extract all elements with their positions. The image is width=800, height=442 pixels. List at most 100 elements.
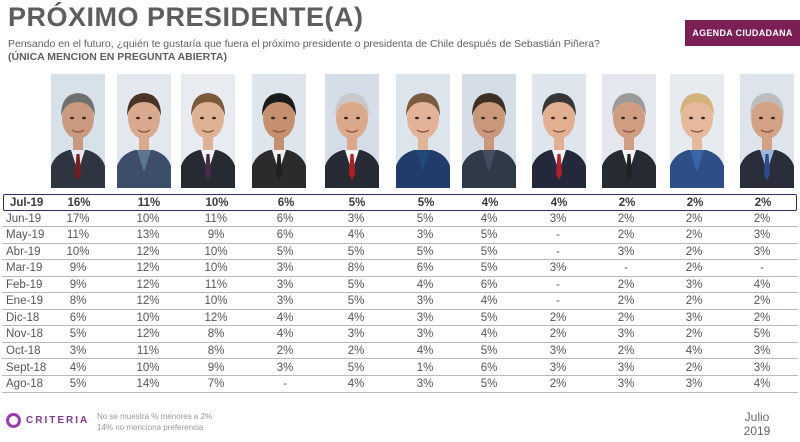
table-row: Nov-18 5% 12% 8% 4% 3% 3% 4% 2% 3% 2% 5% bbox=[0, 326, 800, 343]
table-cell: 5% bbox=[347, 278, 365, 291]
candidate-photo bbox=[51, 74, 105, 188]
table-cell: 3% bbox=[549, 212, 567, 225]
row-label: Oct-18 bbox=[6, 344, 41, 357]
table-cell: 3% bbox=[416, 328, 434, 341]
footnote-minimum: No se muestra % menores a 2% bbox=[97, 412, 213, 421]
table-cell: 2% bbox=[618, 197, 636, 209]
table-cell: 6% bbox=[416, 262, 434, 275]
table-cell: 5% bbox=[480, 311, 498, 324]
row-divider bbox=[2, 325, 798, 327]
table-cell: 3% bbox=[416, 229, 434, 242]
row-label: Ago-18 bbox=[6, 378, 44, 391]
table-cell: 3% bbox=[753, 229, 771, 242]
table-cell: 7% bbox=[207, 378, 225, 391]
table-cell: 4% bbox=[347, 229, 365, 242]
table-row: Ene-19 8% 12% 10% 3% 5% 3% 4% - 2% 2% 2% bbox=[0, 293, 800, 310]
row-label: Dic-18 bbox=[6, 311, 40, 324]
table-cell: 5% bbox=[69, 328, 87, 341]
table-cell: 2% bbox=[549, 311, 567, 324]
portrait-icon bbox=[602, 93, 656, 188]
table-cell: 4% bbox=[416, 278, 434, 291]
table-cell: 4% bbox=[550, 197, 568, 209]
table-cell: - bbox=[556, 229, 560, 242]
table-cell: 2% bbox=[753, 311, 771, 324]
table-cell: 12% bbox=[136, 295, 160, 308]
row-label: Feb-19 bbox=[6, 278, 43, 291]
table-cell: 2% bbox=[685, 328, 703, 341]
table-cell: 3% bbox=[753, 361, 771, 374]
row-label: Mar-19 bbox=[6, 262, 43, 275]
table-cell: 6% bbox=[277, 197, 295, 209]
table-cell: - bbox=[760, 262, 764, 275]
table-row-current: Jul-19 16% 11% 10% 6% 5% 5% 4% 4% 2% 2% 2% bbox=[3, 194, 797, 211]
table-cell: 8% bbox=[207, 344, 225, 357]
table-cell: 3% bbox=[753, 344, 771, 357]
row-label: May-19 bbox=[6, 229, 45, 242]
table-row: Ago-18 5% 14% 7% - 4% 3% 5% 2% 3% 3% 4% bbox=[0, 376, 800, 393]
table-cell: 5% bbox=[416, 245, 434, 258]
candidate-photo bbox=[181, 74, 235, 188]
table-cell: 10% bbox=[136, 212, 160, 225]
table-cell: 9% bbox=[207, 229, 225, 242]
table-cell: 10% bbox=[205, 197, 229, 209]
table-cell: 4% bbox=[685, 344, 703, 357]
table-cell: 4% bbox=[69, 361, 87, 374]
table-cell: 5% bbox=[347, 245, 365, 258]
table-cell: 4% bbox=[347, 378, 365, 391]
table-cell: 2% bbox=[617, 229, 635, 242]
table-cell: 3% bbox=[549, 262, 567, 275]
table-cell: 5% bbox=[753, 328, 771, 341]
table-cell: 4% bbox=[347, 311, 365, 324]
row-divider bbox=[2, 275, 798, 277]
portrait-icon bbox=[462, 93, 516, 188]
table-cell: 2% bbox=[617, 311, 635, 324]
table-cell: 4% bbox=[480, 295, 498, 308]
table-cell: 12% bbox=[136, 278, 160, 291]
table-cell: 5% bbox=[480, 344, 498, 357]
table-cell: 10% bbox=[136, 311, 160, 324]
table-cell: 10% bbox=[204, 295, 228, 308]
table-cell: 1% bbox=[416, 361, 434, 374]
table-cell: 4% bbox=[480, 212, 498, 225]
row-divider bbox=[2, 391, 798, 393]
table-cell: 3% bbox=[416, 295, 434, 308]
candidate-photos bbox=[0, 74, 800, 188]
table-cell: 3% bbox=[617, 378, 635, 391]
table-cell: 5% bbox=[480, 245, 498, 258]
table-cell: 9% bbox=[69, 278, 87, 291]
table-cell: 5% bbox=[348, 197, 366, 209]
table-cell: - bbox=[556, 278, 560, 291]
table-cell: 4% bbox=[480, 328, 498, 341]
table-cell: 5% bbox=[480, 229, 498, 242]
portrait-icon bbox=[51, 93, 105, 188]
row-divider bbox=[2, 226, 798, 228]
table-cell: 6% bbox=[276, 212, 294, 225]
table-cell: 3% bbox=[416, 378, 434, 391]
table-cell: 3% bbox=[685, 311, 703, 324]
candidate-photo bbox=[117, 74, 171, 188]
table-cell: 2% bbox=[549, 378, 567, 391]
table-cell: 3% bbox=[69, 344, 87, 357]
table-cell: 14% bbox=[136, 378, 160, 391]
table-cell: 4% bbox=[753, 378, 771, 391]
table-row: Feb-19 9% 12% 11% 3% 5% 4% 6% - 2% 3% 4% bbox=[0, 277, 800, 294]
row-label: Nov-18 bbox=[6, 328, 44, 341]
table-row: Oct-18 3% 11% 8% 2% 2% 4% 5% 3% 2% 4% 3% bbox=[0, 343, 800, 360]
table-cell: 5% bbox=[417, 197, 435, 209]
row-divider bbox=[2, 292, 798, 294]
table-cell: 10% bbox=[136, 361, 160, 374]
table-cell: 11% bbox=[137, 197, 161, 209]
table-cell: 3% bbox=[617, 245, 635, 258]
table-cell: 5% bbox=[480, 262, 498, 275]
row-label: Ene-19 bbox=[6, 295, 44, 308]
portrait-icon bbox=[252, 93, 306, 188]
table-cell: 5% bbox=[416, 212, 434, 225]
table-cell: 6% bbox=[480, 361, 498, 374]
table-cell: 3% bbox=[276, 295, 294, 308]
report-year: 2019 bbox=[743, 424, 771, 438]
portrait-icon bbox=[396, 93, 450, 188]
row-label: Jun-19 bbox=[6, 212, 42, 225]
row-divider bbox=[2, 375, 798, 376]
table-cell: 2% bbox=[753, 295, 771, 308]
table-cell: 8% bbox=[207, 328, 225, 341]
